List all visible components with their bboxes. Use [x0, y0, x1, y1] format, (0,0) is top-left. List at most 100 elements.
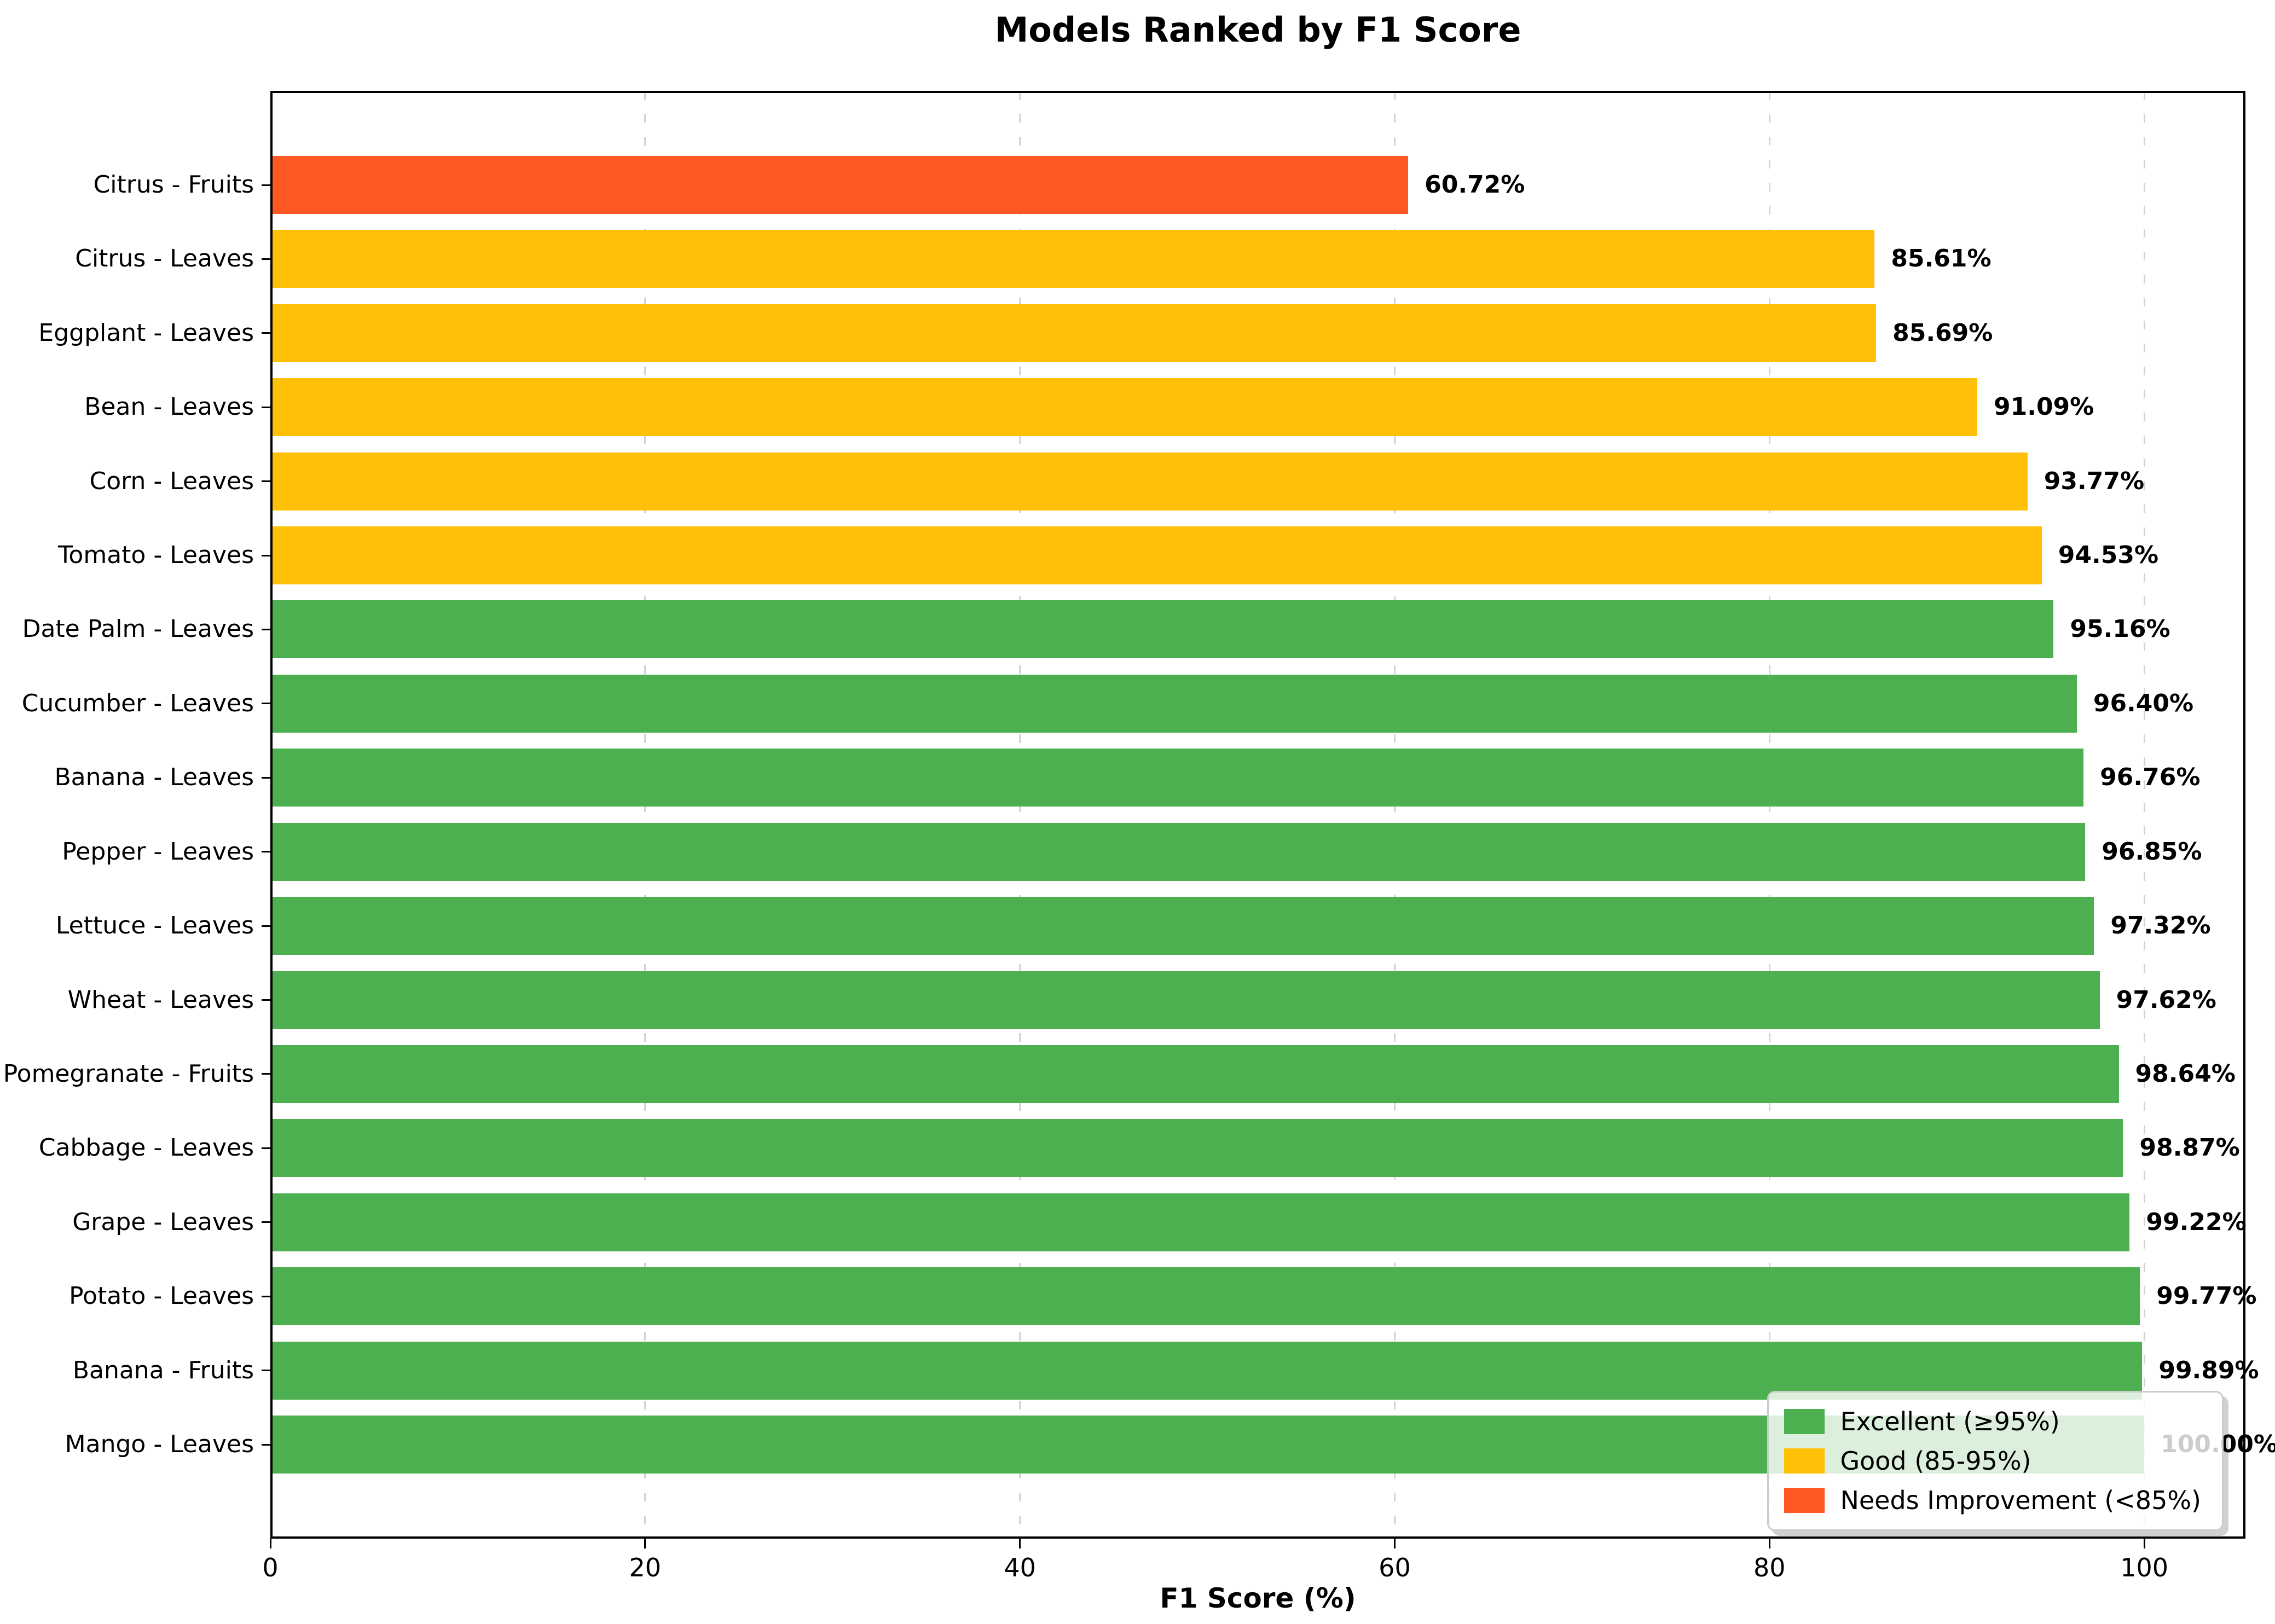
bar [270, 600, 2054, 659]
x-axis-label: F1 Score (%) [1160, 1582, 1356, 1614]
bar [270, 378, 1977, 437]
x-tick-label: 80 [1753, 1553, 1786, 1582]
bar [270, 156, 1409, 214]
bar-value-label: 91.09% [1994, 393, 2094, 421]
y-axis-label: Potato - Leaves [69, 1282, 254, 1310]
y-tick [262, 480, 270, 483]
x-tick [1768, 1539, 1770, 1548]
x-tick [644, 1539, 646, 1548]
bar [270, 526, 2042, 585]
y-axis-label: Cucumber - Leaves [21, 689, 254, 717]
legend-label: Excellent (≥95%) [1840, 1407, 2060, 1436]
y-tick [262, 1073, 270, 1075]
x-tick-label: 60 [1379, 1553, 1411, 1582]
y-axis-label: Banana - Leaves [54, 763, 254, 792]
bar-value-label: 98.87% [2139, 1134, 2240, 1162]
x-tick-label: 0 [262, 1553, 279, 1582]
bar-value-label: 93.77% [2044, 467, 2145, 495]
y-axis-label: Date Palm - Leaves [22, 615, 254, 643]
y-axis-label: Pomegranate - Fruits [3, 1059, 254, 1088]
y-axis-label: Bean - Leaves [84, 393, 254, 421]
plot-area: Excellent (≥95%) Good (85-95%) Needs Impro… [270, 91, 2275, 1539]
bar-value-label: 96.85% [2102, 837, 2202, 866]
legend-item: Good (85-95%) [1784, 1446, 2201, 1476]
y-axis-label: Eggplant - Leaves [38, 318, 254, 347]
bar-value-label: 60.72% [1425, 171, 1525, 199]
y-axis-label: Corn - Leaves [89, 467, 254, 495]
bar [270, 1119, 2123, 1178]
bar [270, 304, 1877, 362]
bar [270, 1341, 2143, 1400]
bar-value-label: 97.32% [2110, 912, 2211, 940]
bar [270, 452, 2028, 511]
y-tick [262, 1370, 270, 1372]
bar-value-label: 99.89% [2158, 1356, 2259, 1384]
legend-label: Needs Improvement (<85%) [1840, 1486, 2201, 1515]
grid-line [1768, 91, 1770, 1539]
x-tick-label: 40 [1004, 1553, 1036, 1582]
bar [270, 749, 2084, 807]
bar-value-label: 85.61% [1891, 245, 1992, 273]
legend-swatch [1784, 1409, 1825, 1434]
grid-line [1393, 91, 1396, 1539]
grid-line [2143, 91, 2145, 1539]
bar-value-label: 96.76% [2100, 763, 2201, 792]
grid-line [1019, 91, 1021, 1539]
y-axis-label: Citrus - Fruits [93, 171, 254, 199]
y-tick [262, 851, 270, 853]
bar-value-label: 98.64% [2135, 1059, 2236, 1088]
legend-label: Good (85-95%) [1840, 1446, 2031, 1476]
y-axis-label: Wheat - Leaves [67, 985, 254, 1014]
y-tick [262, 1221, 270, 1223]
y-tick [262, 258, 270, 260]
bar-value-label: 94.53% [2058, 541, 2159, 570]
bar [270, 822, 2086, 881]
bar-value-label: 85.69% [1892, 318, 1993, 347]
bar-value-label: 97.62% [2116, 985, 2216, 1014]
x-tick [269, 1539, 271, 1548]
y-tick [262, 554, 270, 556]
bar [270, 1267, 2140, 1326]
bar-value-label: 99.22% [2146, 1208, 2247, 1236]
x-tick [2143, 1539, 2145, 1548]
bar [270, 897, 2094, 955]
y-tick [262, 1295, 270, 1297]
chart-title: Models Ranked by F1 Score [994, 10, 1521, 50]
legend: Excellent (≥95%) Good (85-95%) Needs Impro… [1767, 1391, 2224, 1531]
y-tick [262, 628, 270, 630]
y-axis-label: Pepper - Leaves [62, 837, 254, 866]
bar-value-label: 96.40% [2093, 689, 2194, 717]
y-axis-label: Banana - Fruits [72, 1356, 254, 1384]
y-tick [262, 703, 270, 705]
bar [270, 971, 2100, 1029]
x-tick-label: 20 [629, 1553, 662, 1582]
y-axis-label: Tomato - Leaves [58, 541, 254, 570]
bar-value-label: 95.16% [2070, 615, 2170, 643]
bar-value-label: 99.77% [2156, 1282, 2257, 1310]
legend-swatch [1784, 1488, 1825, 1513]
legend-item: Needs Improvement (<85%) [1784, 1486, 2201, 1515]
grid-line [644, 91, 646, 1539]
y-axis-label: Grape - Leaves [72, 1208, 254, 1236]
bar [270, 674, 2077, 733]
y-axis-label: Lettuce - Leaves [55, 912, 254, 940]
y-axis-label: Cabbage - Leaves [38, 1134, 254, 1162]
bar [270, 1193, 2130, 1251]
x-tick-label: 100 [2120, 1553, 2168, 1582]
y-tick [262, 925, 270, 927]
legend-swatch [1784, 1448, 1825, 1474]
legend-item: Excellent (≥95%) [1784, 1407, 2201, 1436]
y-tick [262, 332, 270, 334]
y-tick [262, 999, 270, 1001]
y-tick [262, 776, 270, 779]
y-axis-label: Mango - Leaves [65, 1430, 254, 1458]
bar [270, 230, 1875, 288]
y-tick [262, 184, 270, 186]
y-tick [262, 1443, 270, 1446]
x-tick [1019, 1539, 1021, 1548]
y-tick [262, 1147, 270, 1149]
y-tick [262, 406, 270, 408]
bar [270, 1045, 2119, 1103]
y-axis-label: Citrus - Leaves [75, 245, 254, 273]
